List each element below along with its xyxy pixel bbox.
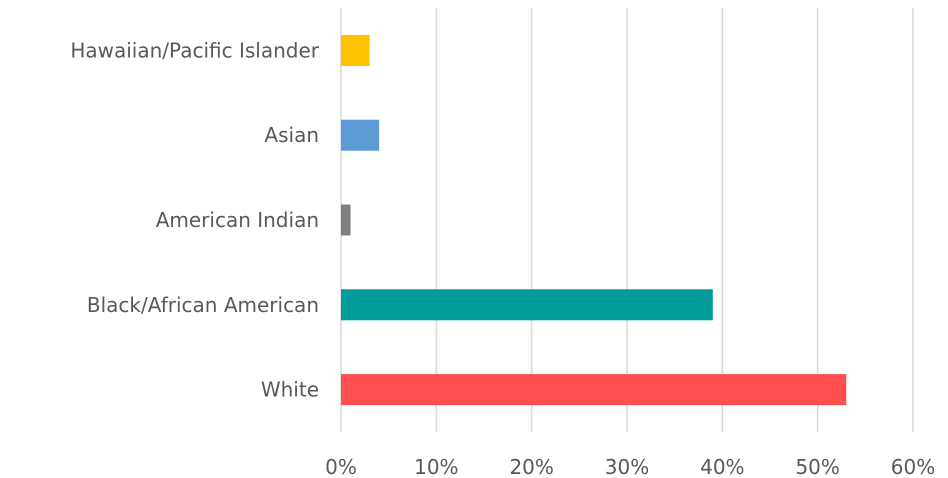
x-tick-label: 40% xyxy=(700,455,744,478)
x-tick-label: 10% xyxy=(414,455,458,478)
bar-white xyxy=(341,374,847,406)
x-tick-label: 20% xyxy=(509,455,553,478)
bars xyxy=(341,34,847,406)
category-label: Hawaiian/Pacific Islander xyxy=(70,38,319,62)
x-tick-labels: 0% 10% 20% 30% 40% 50% 60% xyxy=(325,455,935,478)
x-tick-label: 30% xyxy=(605,455,649,478)
bar-hawaiian-pacific-islander xyxy=(341,34,370,66)
category-labels: Hawaiian/Pacific Islander Asian American I… xyxy=(70,38,319,401)
bar-black-african-american xyxy=(341,289,713,321)
bar-asian xyxy=(341,119,380,151)
x-tick-label: 50% xyxy=(795,455,839,478)
x-tick-label: 0% xyxy=(325,455,357,478)
category-label: White xyxy=(261,378,319,402)
category-label: Asian xyxy=(264,123,319,147)
x-tick-label: 60% xyxy=(891,455,935,478)
category-label: American Indian xyxy=(156,208,319,232)
bar-american-indian xyxy=(341,204,351,236)
category-label: Black/African American xyxy=(87,293,319,317)
gridlines xyxy=(340,8,914,432)
